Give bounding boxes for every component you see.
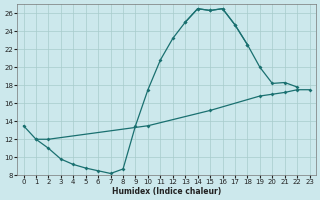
X-axis label: Humidex (Indice chaleur): Humidex (Indice chaleur)	[112, 187, 221, 196]
